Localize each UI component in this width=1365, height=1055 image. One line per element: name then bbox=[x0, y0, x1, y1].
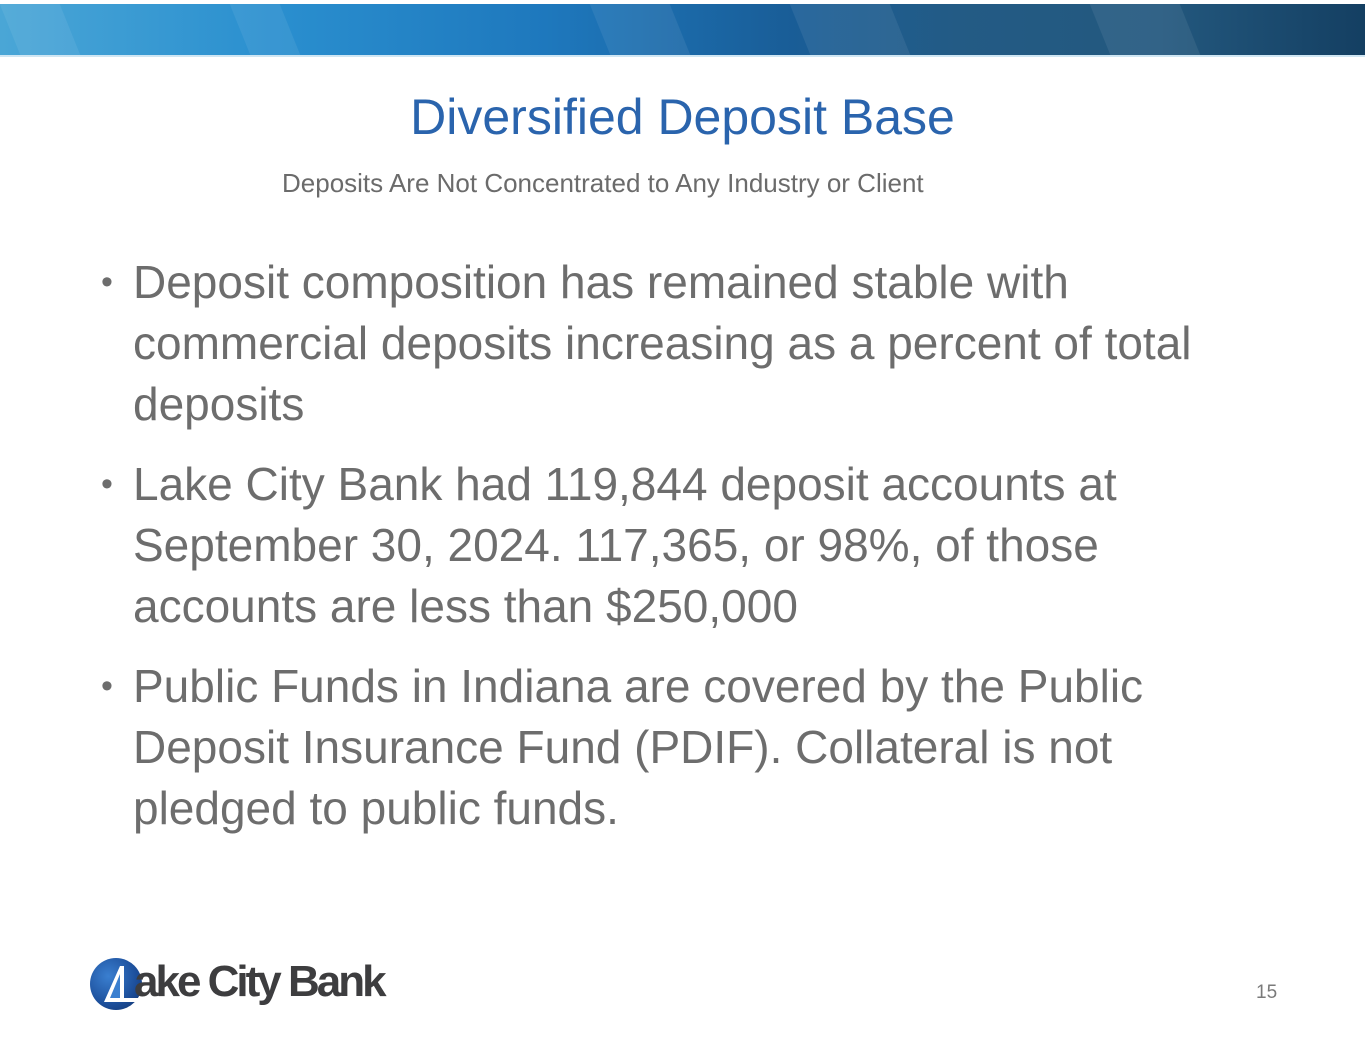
bullet-text: Deposit composition has remained stable … bbox=[133, 256, 1192, 430]
logo-emblem-icon bbox=[90, 958, 142, 1010]
banner-stripe bbox=[229, 4, 301, 55]
banner-stripe bbox=[1089, 4, 1201, 55]
slide-subtitle: Deposits Are Not Concentrated to Any Ind… bbox=[282, 168, 924, 198]
banner-stripe bbox=[589, 4, 691, 55]
banner-stripe bbox=[0, 4, 81, 55]
bullet-list: • Deposit composition has remained stable… bbox=[95, 252, 1275, 858]
bullet-icon: • bbox=[101, 667, 113, 705]
banner-divider bbox=[0, 55, 1365, 57]
header-banner bbox=[0, 4, 1365, 55]
bullet-icon: • bbox=[101, 465, 113, 503]
bullet-text: Public Funds in Indiana are covered by t… bbox=[133, 660, 1144, 834]
banner-stripe bbox=[789, 4, 911, 55]
logo-wordmark: ake City Bank bbox=[134, 957, 387, 1006]
bullet-item: • Lake City Bank had 119,844 deposit acco… bbox=[95, 454, 1275, 637]
bullet-text: Lake City Bank had 119,844 deposit accou… bbox=[133, 458, 1117, 632]
bullet-item: • Public Funds in Indiana are covered by … bbox=[95, 656, 1275, 839]
slide-title: Diversified Deposit Base bbox=[410, 89, 955, 145]
page-number: 15 bbox=[1256, 982, 1278, 1003]
bullet-item: • Deposit composition has remained stable… bbox=[95, 252, 1275, 435]
bullet-icon: • bbox=[101, 263, 113, 301]
